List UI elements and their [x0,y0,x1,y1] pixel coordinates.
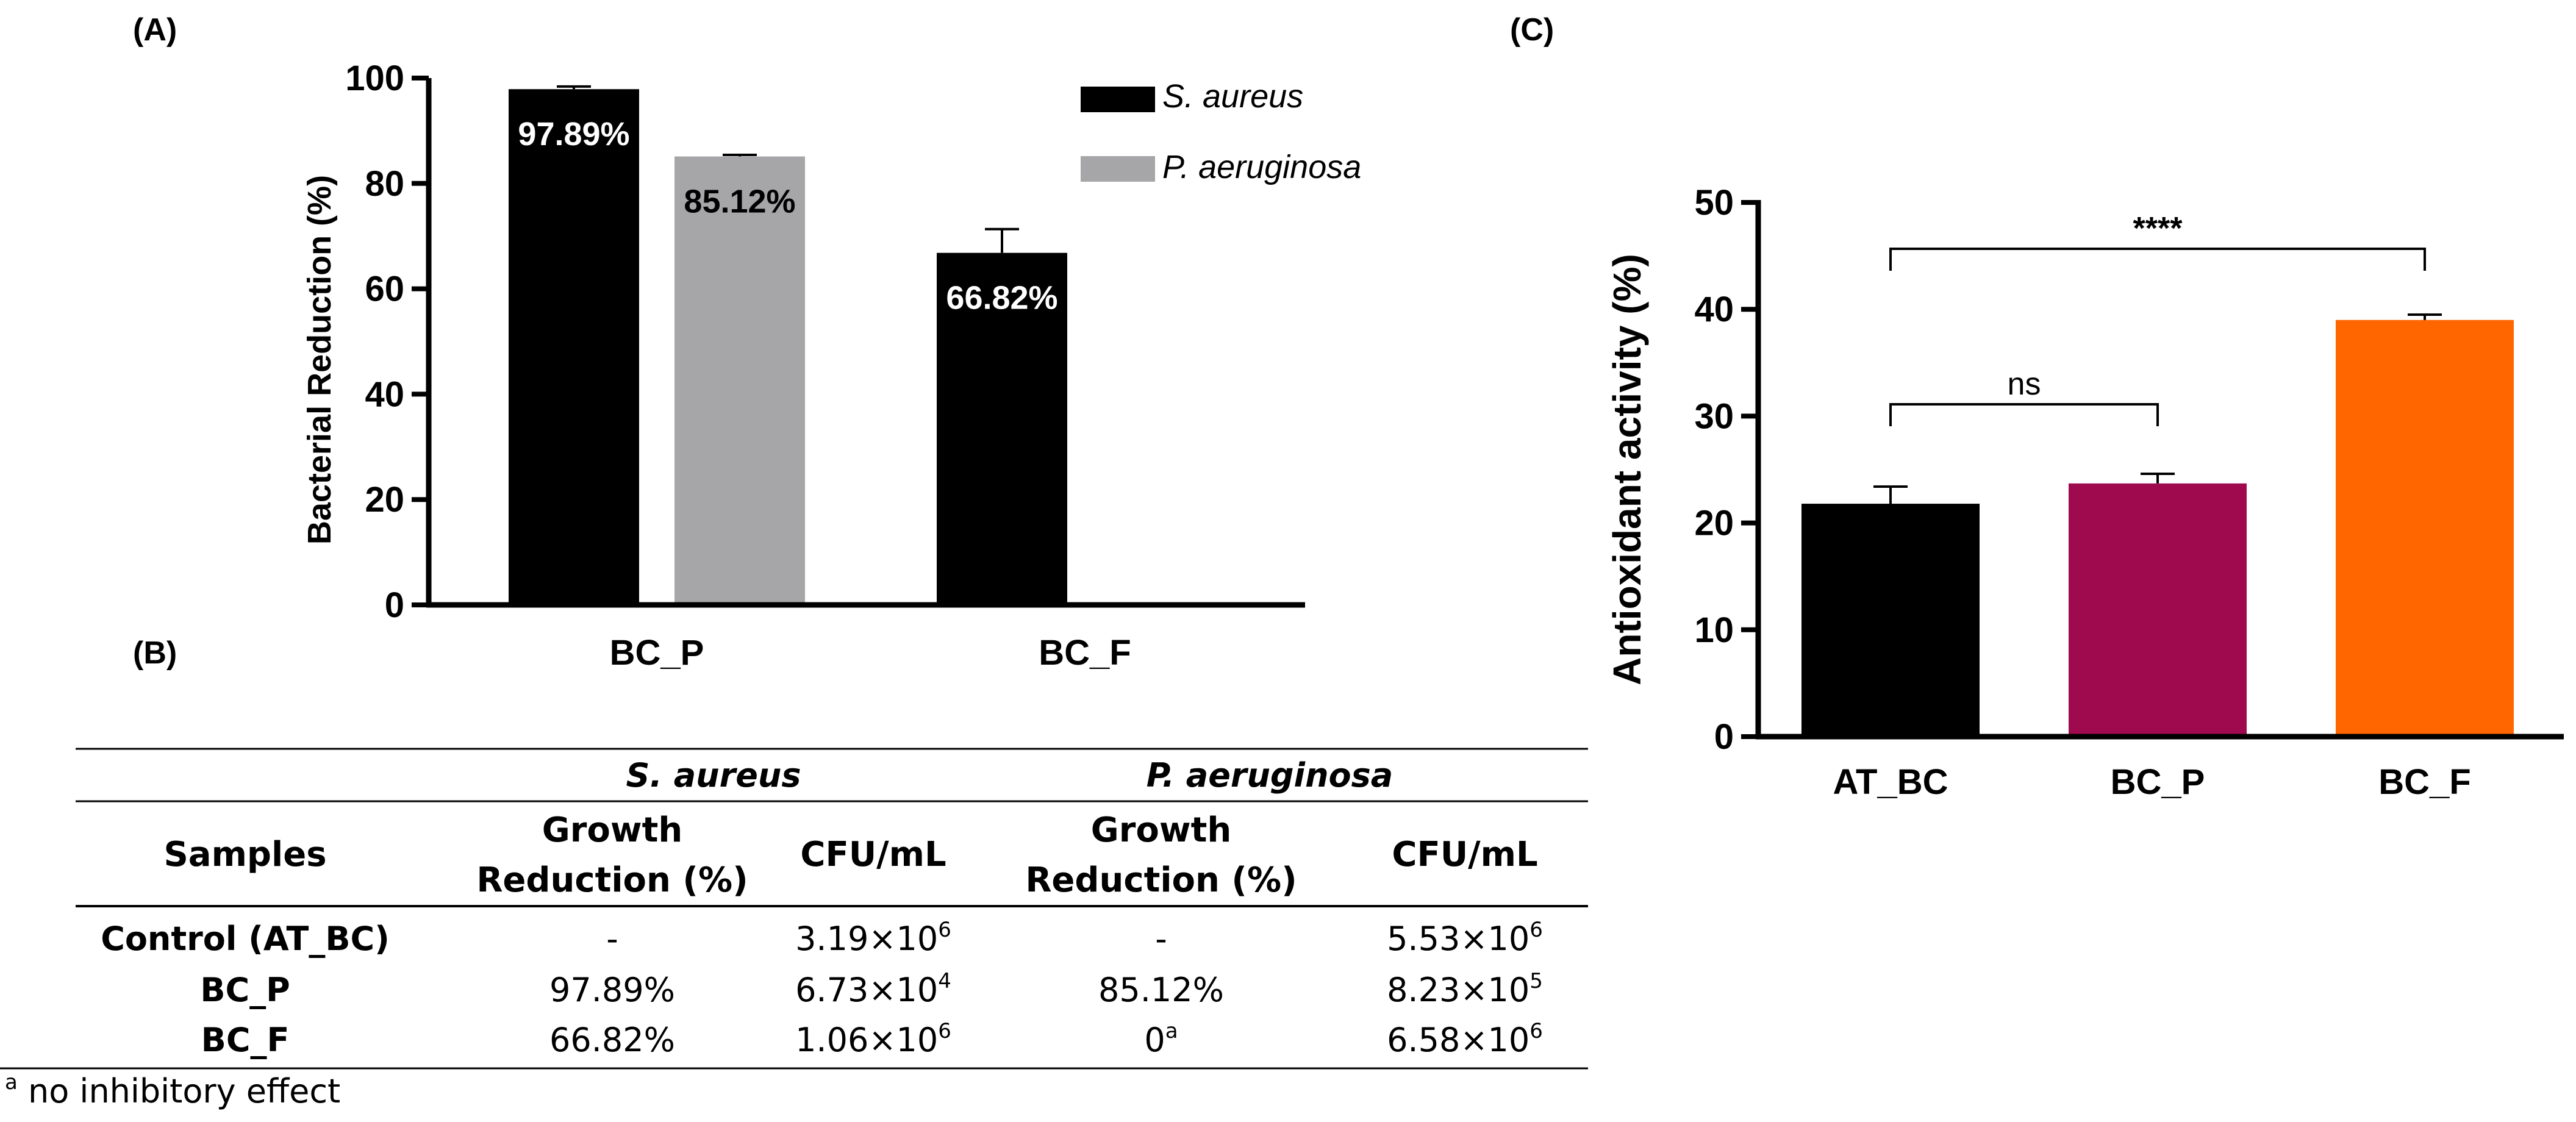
table-cell-pa-growth: 0a [1144,1019,1178,1059]
chart-c-bar [1801,504,1980,737]
chart-c-significance-bracket [1889,403,2159,426]
table-cell-pa-cfu: 6.58×106 [1387,1019,1543,1059]
chart-a-ytick-label: 60 [365,270,404,309]
chart-c-significance-label: ns [2008,366,2041,402]
table-cell-sa-cfu: 1.06×106 [795,1019,951,1059]
table-cell-pa-growth: 85.12% [1098,971,1224,1009]
panel-b-label: (B) [133,635,177,671]
table-cell-pa-cfu: 8.23×105 [1387,969,1543,1009]
chart-a-data-label: 85.12% [684,184,795,220]
legend-label-s-aureus: S. aureus [1162,78,1303,115]
chart-c-xtick-label: BC_P [2111,762,2205,802]
table-header-pa-growth-1: Growth [1091,810,1231,850]
antioxidant-activity-chart: Antioxidant activity (%) 0 10 20 30 40 50 AT_… [1605,183,2564,802]
panel-a-label: (A) [133,12,177,48]
chart-a-bar [509,89,639,605]
panel-c-label: (C) [1510,12,1554,48]
table-group-s-aureus: S. aureus [626,756,801,795]
legend-swatch-p-aeruginosa [1081,156,1155,182]
table-cell-sa-cfu: 3.19×106 [795,918,951,958]
table-header-sa-growth-2: Reduction (%) [476,860,748,900]
table-header-pa-cfu: CFU/mL [1392,835,1537,874]
table-header-sa-cfu: CFU/mL [800,835,946,874]
chart-a-ylabel: Bacterial Reduction (%) [301,175,338,545]
table-group-p-aeruginosa: P. aeruginosa [1147,756,1393,795]
table-cell-sample: BC_F [201,1021,290,1059]
table-cell-sample: Control (AT_BC) [101,920,390,958]
chart-a-xtick-label: BC_F [1039,633,1131,673]
table-row: BC_F 66.82% 1.06×106 0a 6.58×106 [201,1019,1543,1059]
legend-swatch-s-aureus [1081,87,1155,112]
chart-a-bar [937,252,1067,606]
table-cell-sa-cfu: 6.73×104 [795,969,951,1009]
chart-c-ytick-label: 10 [1694,610,1734,650]
chart-a-ytick-label: 100 [345,59,404,98]
chart-c-bar [2336,320,2514,737]
chart-a-legend: S. aureus P. aeruginosa [1081,78,1361,185]
chart-a-ytick-label: 0 [385,585,404,625]
table-cell-pa-growth: - [1155,920,1167,958]
table-header-pa-growth-2: Reduction (%) [1025,860,1297,900]
chart-a-bar [674,156,805,605]
chart-c-ytick-label: 30 [1694,396,1734,436]
table-cell-pa-cfu: 5.53×106 [1387,918,1543,958]
chart-c-significance-bracket [1889,248,2426,271]
chart-a-data-label: 66.82% [946,280,1057,316]
chart-c-ylabel: Antioxidant activity (%) [1605,254,1649,685]
table-row: Control (AT_BC) - 3.19×106 - 5.53×106 [101,918,1543,958]
chart-a-ytick-label: 20 [365,480,404,520]
table-cell-sa-growth: 97.89% [549,971,675,1009]
chart-c-ytick-label: 20 [1694,504,1734,543]
chart-c-significance-label: **** [2133,211,2183,246]
chart-a-xtick-label: BC_P [610,633,704,673]
chart-a-data-label: 97.89% [518,116,629,152]
table-cell-sa-growth: 66.82% [549,1021,675,1059]
table-header-sa-growth-1: Growth [542,810,682,850]
table-cell-sample: BC_P [200,971,290,1009]
chart-c-ytick-label: 40 [1694,290,1734,329]
bacterial-reduction-chart: Bacterial Reduction (%) 0 20 40 60 80 100 97.… [301,59,1361,673]
table-footnote: a no inhibitory effect [5,1070,340,1110]
chart-c-xtick-label: BC_F [2378,762,2470,802]
chart-a-ytick-label: 40 [365,374,404,414]
chart-c-bar [2069,483,2247,737]
chart-c-ytick-label: 0 [1714,717,1734,757]
growth-reduction-table: S. aureus P. aeruginosa Samples Growth R… [0,748,1588,1110]
table-row: BC_P 97.89% 6.73×104 85.12% 8.23×105 [200,969,1543,1009]
table-header-samples: Samples [163,835,326,874]
legend-label-p-aeruginosa: P. aeruginosa [1162,149,1361,185]
chart-c-ytick-label: 50 [1694,183,1734,223]
table-cell-sa-growth: - [606,920,618,958]
chart-c-xtick-label: AT_BC [1833,762,1948,802]
chart-a-ytick-label: 80 [365,164,404,204]
